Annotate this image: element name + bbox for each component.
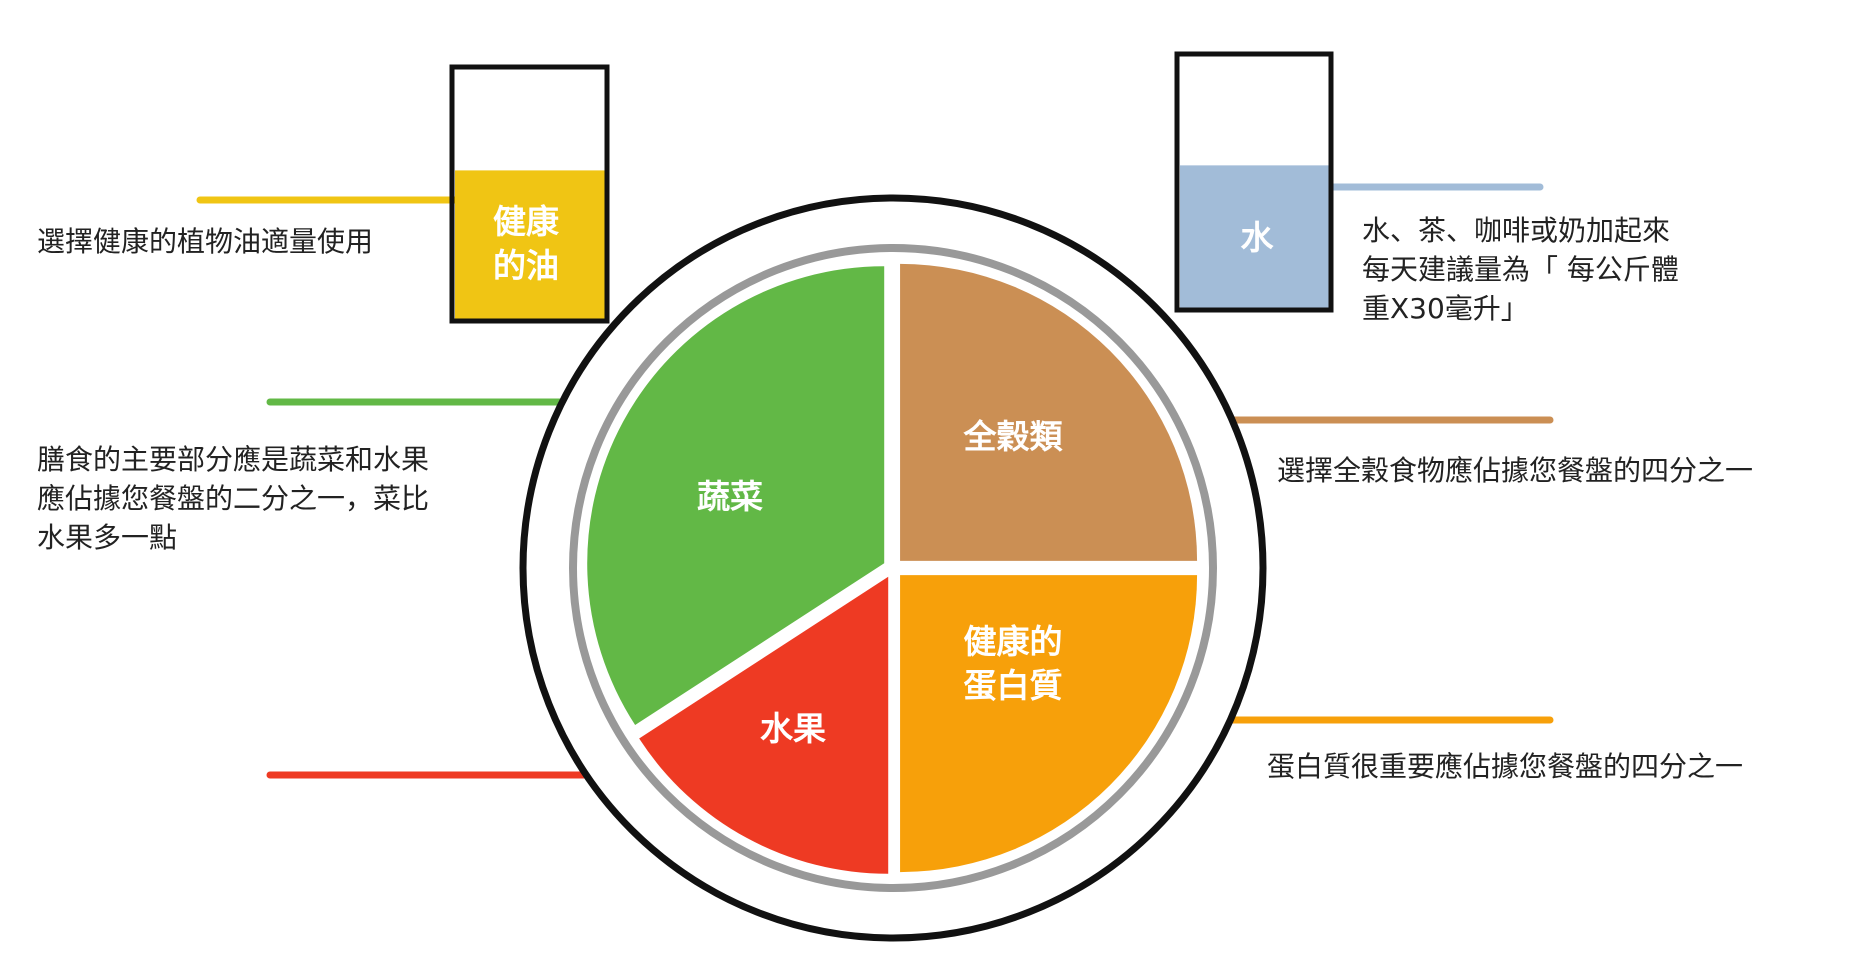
plate-ring <box>569 244 1217 892</box>
water-label: 水 <box>1241 218 1275 257</box>
oil-label-line-1: 健康 <box>493 202 560 241</box>
water-note-line-1: 水、茶、咖啡或奶加起來 <box>1362 214 1671 247</box>
protein-note: 蛋白質很重要應佔據您餐盤的四分之一 <box>1267 747 1743 786</box>
grains-section <box>900 263 1198 561</box>
vegetables-note-line-3: 水果多一點 <box>37 521 178 554</box>
grains-note: 選擇全穀食物應佔據您餐盤的四分之一 <box>1277 451 1753 490</box>
oil-note: 選擇健康的植物油適量使用 <box>37 222 373 261</box>
water-note-line-3: 重X30毫升」 <box>1362 292 1529 325</box>
plate: 蔬菜 水果 全穀類 健康的 蛋白質 <box>519 194 1267 942</box>
grains-note-text: 選擇全穀食物應佔據您餐盤的四分之一 <box>1277 454 1754 487</box>
fruits-section <box>639 576 889 874</box>
fruits-label: 水果 <box>760 709 826 748</box>
protein-section <box>900 575 1198 873</box>
oil-fill <box>455 170 605 321</box>
vegetables-note: 膳食的主要部分應是蔬菜和水果 應佔據您餐盤的二分之一，菜比 水果多一點 <box>37 440 429 557</box>
vegetables-note-line-2: 應佔據您餐盤的二分之一，菜比 <box>37 482 430 515</box>
oil-glass: 健康 的油 <box>449 64 610 324</box>
water-fill <box>1180 165 1330 309</box>
water-glass: 水 <box>1174 51 1334 313</box>
protein-note-text: 蛋白質很重要應佔據您餐盤的四分之一 <box>1267 750 1744 783</box>
vegetables-section <box>587 266 885 725</box>
protein-label-line-1: 健康的 <box>964 622 1063 661</box>
vegetables-note-line-1: 膳食的主要部分應是蔬菜和水果 <box>37 443 430 476</box>
oil-note-text: 選擇健康的植物油適量使用 <box>37 225 374 258</box>
protein-label-line-2: 蛋白質 <box>964 666 1063 705</box>
water-note: 水、茶、咖啡或奶加起來 每天建議量為「 每公斤體 重X30毫升」 <box>1362 211 1679 328</box>
oil-label-line-2: 的油 <box>493 246 559 285</box>
oil-glass-outline <box>449 64 610 324</box>
vegetables-label: 蔬菜 <box>697 477 763 516</box>
grains-label: 全穀類 <box>963 417 1064 456</box>
water-note-line-2: 每天建議量為「 每公斤體 <box>1362 253 1679 286</box>
water-glass-outline <box>1174 51 1334 313</box>
